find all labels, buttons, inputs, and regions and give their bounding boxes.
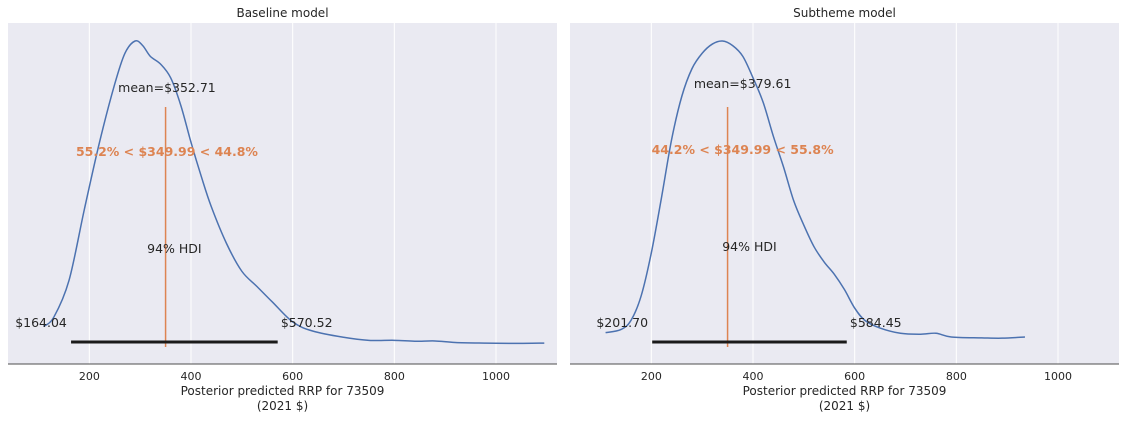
density-curve (43, 39, 545, 345)
panel-baseline: Baseline model 200 400 600 800 1000 mean=$35… (8, 6, 557, 413)
plot-area (570, 23, 1119, 364)
reference-label: 55.2% < $349.99 < 44.8% (76, 144, 258, 159)
x-tick-label: 600 (282, 370, 303, 383)
panel-subtheme: Subtheme model 200 400 600 800 1000 mean=$37… (570, 6, 1119, 413)
x-tick-label: 400 (181, 370, 202, 383)
panel-title: Subtheme model (793, 6, 896, 20)
hdi-label: 94% HDI (722, 239, 776, 254)
x-tick-label: 800 (384, 370, 405, 383)
x-tick-label: 800 (946, 370, 967, 383)
density-curve (605, 40, 1025, 339)
x-tick-label: 200 (79, 370, 100, 383)
x-tick-label: 1000 (482, 370, 510, 383)
x-axis-unit: (2021 $) (257, 399, 308, 413)
x-tick-labels: 200 400 600 800 1000 (641, 370, 1072, 383)
reference-label: 44.2% < $349.99 < 55.8% (652, 142, 834, 157)
mean-label: mean=$379.61 (694, 76, 792, 91)
x-axis-label: Posterior predicted RRP for 73509 (743, 384, 947, 398)
plot-area (8, 23, 557, 364)
x-axis-label: Posterior predicted RRP for 73509 (181, 384, 385, 398)
x-tick-labels: 200 400 600 800 1000 (79, 370, 510, 383)
hdi-high-label: $570.52 (281, 315, 333, 330)
hdi-low-label: $201.70 (596, 315, 648, 330)
mean-label: mean=$352.71 (118, 80, 216, 95)
x-tick-label: 400 (743, 370, 764, 383)
x-tick-label: 200 (641, 370, 662, 383)
hdi-label: 94% HDI (147, 241, 201, 256)
grid-lines (88, 23, 497, 364)
x-tick-label: 600 (844, 370, 865, 383)
hdi-low-label: $164.04 (15, 315, 67, 330)
hdi-high-label: $584.45 (850, 315, 902, 330)
x-axis-unit: (2021 $) (819, 399, 870, 413)
panel-title: Baseline model (236, 6, 328, 20)
x-tick-label: 1000 (1044, 370, 1072, 383)
